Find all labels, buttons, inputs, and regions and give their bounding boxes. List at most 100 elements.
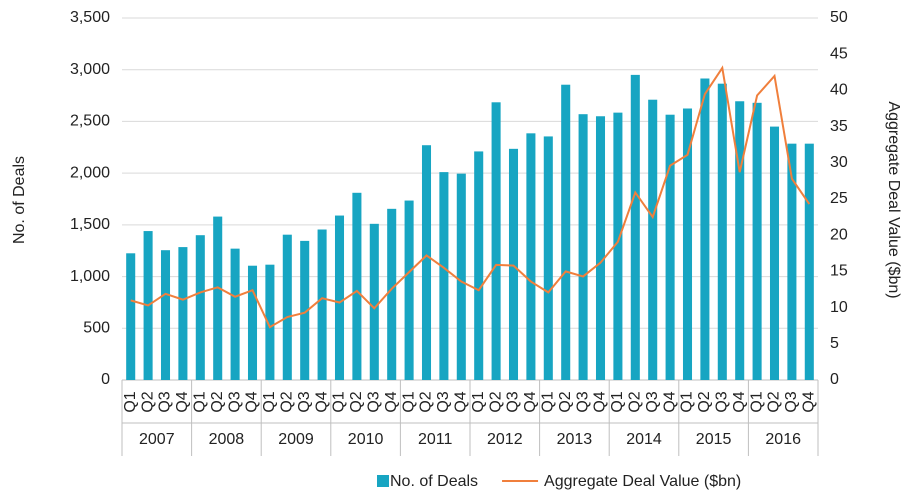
x-tick-label: Q4 xyxy=(453,391,470,412)
y-axis-title: No. of Deals xyxy=(11,156,28,244)
bar xyxy=(717,83,727,381)
x-tick-label: Q1 xyxy=(679,391,696,412)
x-tick-label: Q4 xyxy=(174,391,191,412)
x-tick-label: Q3 xyxy=(644,391,661,412)
y2-tick-label: 25 xyxy=(830,190,848,207)
legend-swatch xyxy=(377,475,389,487)
x-tick-label: Q2 xyxy=(487,391,504,412)
bar xyxy=(404,200,414,380)
bar xyxy=(543,136,553,380)
x-tick-label: Q1 xyxy=(192,391,209,412)
bar xyxy=(700,78,710,381)
x-tick-label: Q2 xyxy=(139,391,156,412)
y2-tick-label: 35 xyxy=(830,118,848,135)
x-tick-label: Q2 xyxy=(209,391,226,412)
bar xyxy=(126,253,136,380)
x-group-label: 2014 xyxy=(626,431,662,448)
bar xyxy=(613,112,623,380)
x-tick-label: Q2 xyxy=(348,391,365,412)
x-tick-label: Q3 xyxy=(226,391,243,412)
bar xyxy=(265,264,275,380)
y2-tick-label: 50 xyxy=(830,9,848,26)
y-tick-label: 1,500 xyxy=(70,216,110,233)
x-tick-label: Q3 xyxy=(574,391,591,412)
x-tick-label: Q3 xyxy=(157,391,174,412)
x-tick-label: Q3 xyxy=(714,391,731,412)
x-tick-label: Q1 xyxy=(748,391,765,412)
bar xyxy=(387,208,397,380)
y2-tick-label: 40 xyxy=(830,82,848,99)
bar xyxy=(317,229,327,380)
x-tick-label: Q4 xyxy=(592,391,609,412)
x-tick-label: Q2 xyxy=(279,391,296,412)
bar xyxy=(804,143,814,380)
x-group-label: 2009 xyxy=(278,431,314,448)
x-tick-label: Q2 xyxy=(418,391,435,412)
x-tick-label: Q4 xyxy=(244,391,261,412)
bar xyxy=(648,99,658,381)
x-tick-label: Q3 xyxy=(435,391,452,412)
x-tick-label: Q2 xyxy=(766,391,783,412)
x-tick-label: Q2 xyxy=(627,391,644,412)
x-tick-label: Q1 xyxy=(331,391,348,412)
x-tick-label: Q2 xyxy=(696,391,713,412)
x-group-label: 2013 xyxy=(557,431,593,448)
x-tick-label: Q4 xyxy=(731,391,748,412)
x-group-label: 2015 xyxy=(696,431,732,448)
bar xyxy=(456,173,466,380)
y2-tick-label: 45 xyxy=(830,45,848,62)
y2-tick-label: 30 xyxy=(830,154,848,171)
y-tick-label: 3,500 xyxy=(70,9,110,26)
x-tick-label: Q4 xyxy=(522,391,539,412)
x-tick-label: Q3 xyxy=(505,391,522,412)
x-group-label: 2016 xyxy=(765,431,801,448)
x-group-label: 2010 xyxy=(348,431,384,448)
bar xyxy=(247,265,258,380)
bar xyxy=(213,216,223,380)
bar xyxy=(300,240,310,380)
bar xyxy=(474,151,484,380)
legend-label: Aggregate Deal Value ($bn) xyxy=(544,473,741,490)
x-tick-label: Q1 xyxy=(470,391,487,412)
bar xyxy=(787,143,797,380)
x-tick-label: Q1 xyxy=(400,391,417,412)
bar xyxy=(195,235,205,380)
x-tick-label: Q4 xyxy=(383,391,400,412)
x-tick-label: Q4 xyxy=(661,391,678,412)
x-tick-label: Q3 xyxy=(366,391,383,412)
bar xyxy=(630,74,640,380)
x-tick-label: Q3 xyxy=(296,391,313,412)
x-tick-label: Q1 xyxy=(122,391,139,412)
x-group-label: 2012 xyxy=(487,431,523,448)
x-group-label: 2008 xyxy=(209,431,245,448)
bar xyxy=(508,148,519,380)
bar xyxy=(595,116,606,380)
x-tick-label: Q4 xyxy=(313,391,330,412)
x-tick-label: Q1 xyxy=(609,391,626,412)
y-tick-label: 3,000 xyxy=(70,61,110,78)
x-tick-label: Q1 xyxy=(540,391,557,412)
bar xyxy=(160,250,171,380)
bar xyxy=(230,248,240,380)
bar xyxy=(352,192,362,380)
bar xyxy=(682,108,693,380)
bar xyxy=(369,223,379,380)
bar xyxy=(665,114,675,380)
y-tick-label: 2,000 xyxy=(70,164,110,181)
bar xyxy=(578,114,588,380)
y2-tick-label: 0 xyxy=(830,371,839,388)
bar xyxy=(282,234,292,380)
x-tick-label: Q3 xyxy=(783,391,800,412)
bar xyxy=(769,126,780,380)
y-tick-label: 1,000 xyxy=(70,268,110,285)
y-tick-label: 500 xyxy=(83,320,110,337)
bar xyxy=(421,145,432,380)
bar xyxy=(752,102,762,380)
bar xyxy=(735,101,745,380)
y2-axis-title: Aggregate Deal Value ($bn) xyxy=(885,101,902,298)
bar xyxy=(439,172,449,380)
line xyxy=(130,65,811,329)
bar xyxy=(561,84,571,380)
y2-tick-label: 10 xyxy=(830,299,848,316)
